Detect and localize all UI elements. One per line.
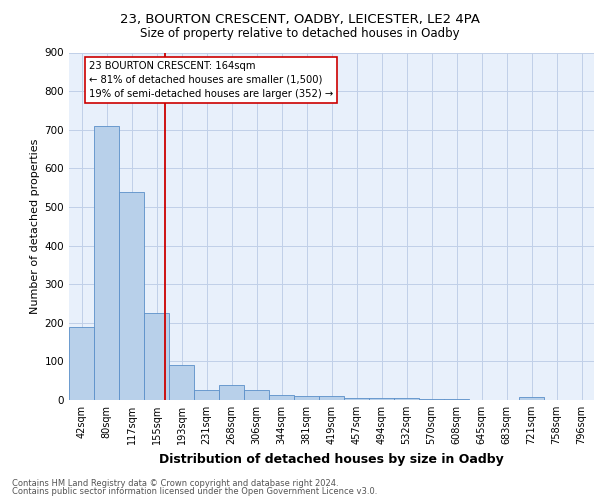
Bar — [519, 397, 544, 400]
Bar — [194, 390, 219, 400]
Bar — [144, 313, 169, 400]
Bar — [394, 398, 419, 400]
Text: Contains HM Land Registry data © Crown copyright and database right 2024.: Contains HM Land Registry data © Crown c… — [12, 478, 338, 488]
Bar — [419, 399, 444, 400]
Y-axis label: Number of detached properties: Number of detached properties — [31, 138, 40, 314]
Bar — [119, 192, 144, 400]
Bar — [369, 398, 394, 400]
Bar — [294, 396, 319, 400]
Bar — [444, 399, 469, 400]
Bar — [344, 398, 369, 400]
Bar — [219, 386, 244, 400]
Bar — [244, 390, 269, 400]
Text: 23, BOURTON CRESCENT, OADBY, LEICESTER, LE2 4PA: 23, BOURTON CRESCENT, OADBY, LEICESTER, … — [120, 12, 480, 26]
Bar — [94, 126, 119, 400]
Bar — [169, 365, 194, 400]
Bar — [319, 396, 344, 400]
Text: 23 BOURTON CRESCENT: 164sqm
← 81% of detached houses are smaller (1,500)
19% of : 23 BOURTON CRESCENT: 164sqm ← 81% of det… — [89, 60, 333, 98]
Bar — [69, 328, 94, 400]
X-axis label: Distribution of detached houses by size in Oadby: Distribution of detached houses by size … — [159, 452, 504, 466]
Bar — [269, 395, 294, 400]
Text: Size of property relative to detached houses in Oadby: Size of property relative to detached ho… — [140, 28, 460, 40]
Text: Contains public sector information licensed under the Open Government Licence v3: Contains public sector information licen… — [12, 487, 377, 496]
